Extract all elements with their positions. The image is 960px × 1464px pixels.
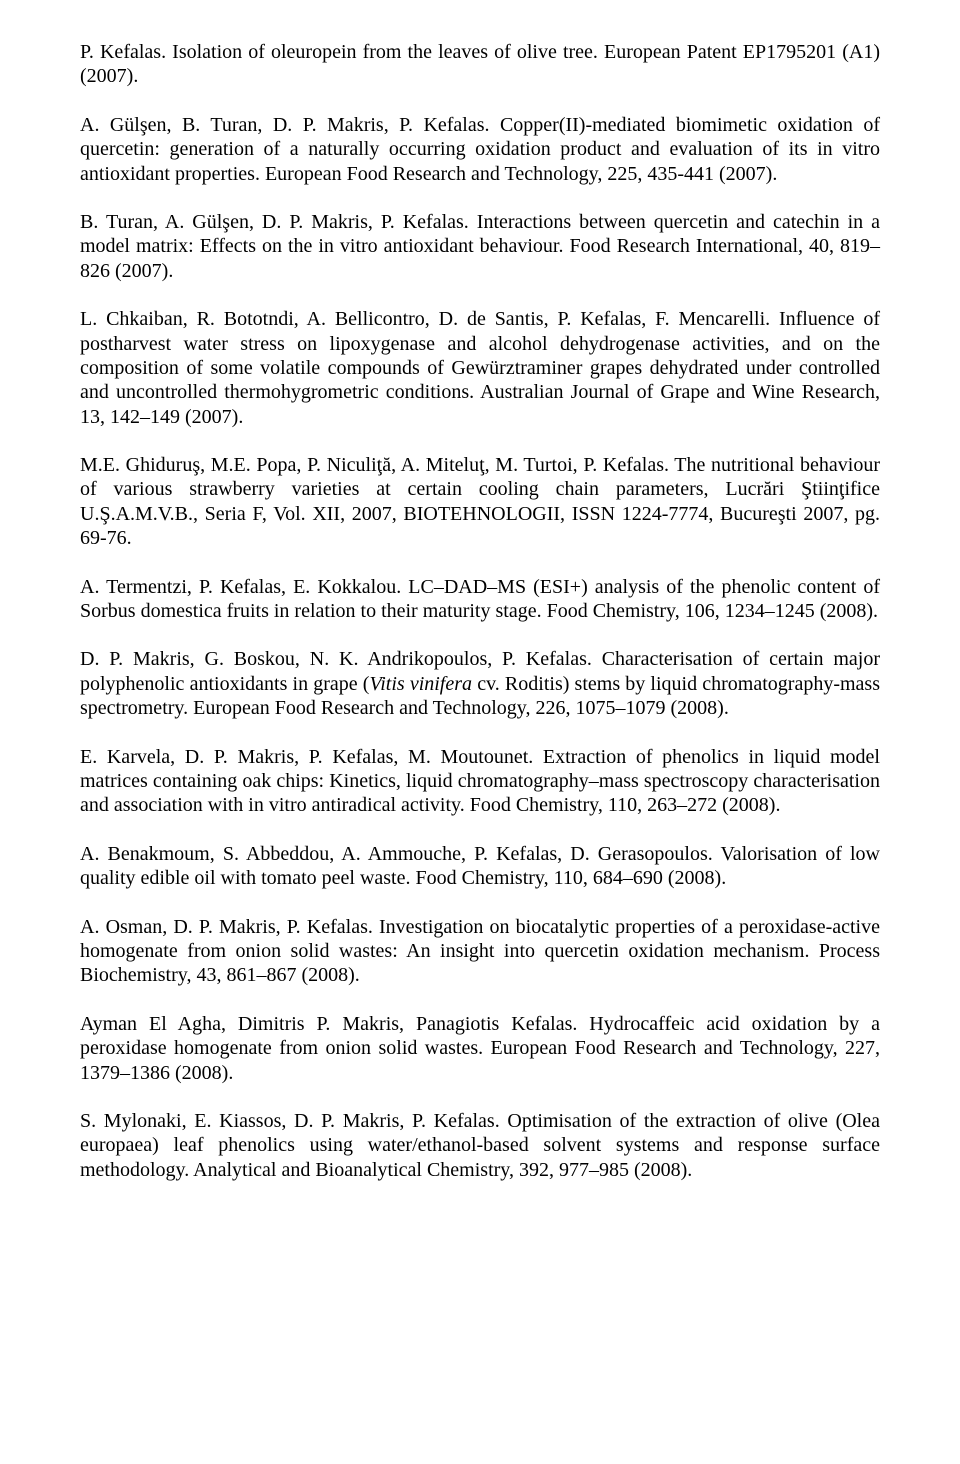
reference-entry: A. Gülşen, B. Turan, D. P. Makris, P. Ke… xyxy=(80,113,880,186)
reference-text: A. Termentzi, P. Kefalas, E. Kokkalou. L… xyxy=(80,576,880,622)
italic-phrase: Vitis vinifera xyxy=(369,673,472,695)
reference-entry: P. Kefalas. Isolation of oleuropein from… xyxy=(80,40,880,89)
reference-text: E. Karvela, D. P. Makris, P. Kefalas, M.… xyxy=(80,746,880,817)
reference-entry: M.E. Ghiduruş, M.E. Popa, P. Niculiţă, A… xyxy=(80,453,880,551)
reference-entry: L. Chkaiban, R. Bototndi, A. Bellicontro… xyxy=(80,307,880,429)
reference-entry: A. Termentzi, P. Kefalas, E. Kokkalou. L… xyxy=(80,575,880,624)
reference-entry: Ayman El Agha, Dimitris P. Makris, Panag… xyxy=(80,1012,880,1085)
reference-entry: E. Karvela, D. P. Makris, P. Kefalas, M.… xyxy=(80,745,880,818)
reference-entry: A. Benakmoum, S. Abbeddou, A. Ammouche, … xyxy=(80,842,880,891)
reference-text: Ayman El Agha, Dimitris P. Makris, Panag… xyxy=(80,1013,880,1084)
reference-text: L. Chkaiban, R. Bototndi, A. Bellicontro… xyxy=(80,308,880,428)
reference-entry: S. Mylonaki, E. Kiassos, D. P. Makris, P… xyxy=(80,1109,880,1182)
reference-text: P. Kefalas. Isolation of oleuropein from… xyxy=(80,41,880,87)
reference-text: A. Osman, D. P. Makris, P. Kefalas. Inve… xyxy=(80,916,880,987)
reference-text: M.E. Ghiduruş, M.E. Popa, P. Niculiţă, A… xyxy=(80,454,880,549)
reference-entry: D. P. Makris, G. Boskou, N. K. Andrikopo… xyxy=(80,647,880,720)
references-list: P. Kefalas. Isolation of oleuropein from… xyxy=(80,40,880,1182)
reference-text: S. Mylonaki, E. Kiassos, D. P. Makris, P… xyxy=(80,1110,880,1181)
reference-text: B. Turan, A. Gülşen, D. P. Makris, P. Ke… xyxy=(80,211,880,282)
reference-entry: B. Turan, A. Gülşen, D. P. Makris, P. Ke… xyxy=(80,210,880,283)
reference-entry: A. Osman, D. P. Makris, P. Kefalas. Inve… xyxy=(80,915,880,988)
reference-text: A. Benakmoum, S. Abbeddou, A. Ammouche, … xyxy=(80,843,880,889)
reference-text: A. Gülşen, B. Turan, D. P. Makris, P. Ke… xyxy=(80,114,880,185)
